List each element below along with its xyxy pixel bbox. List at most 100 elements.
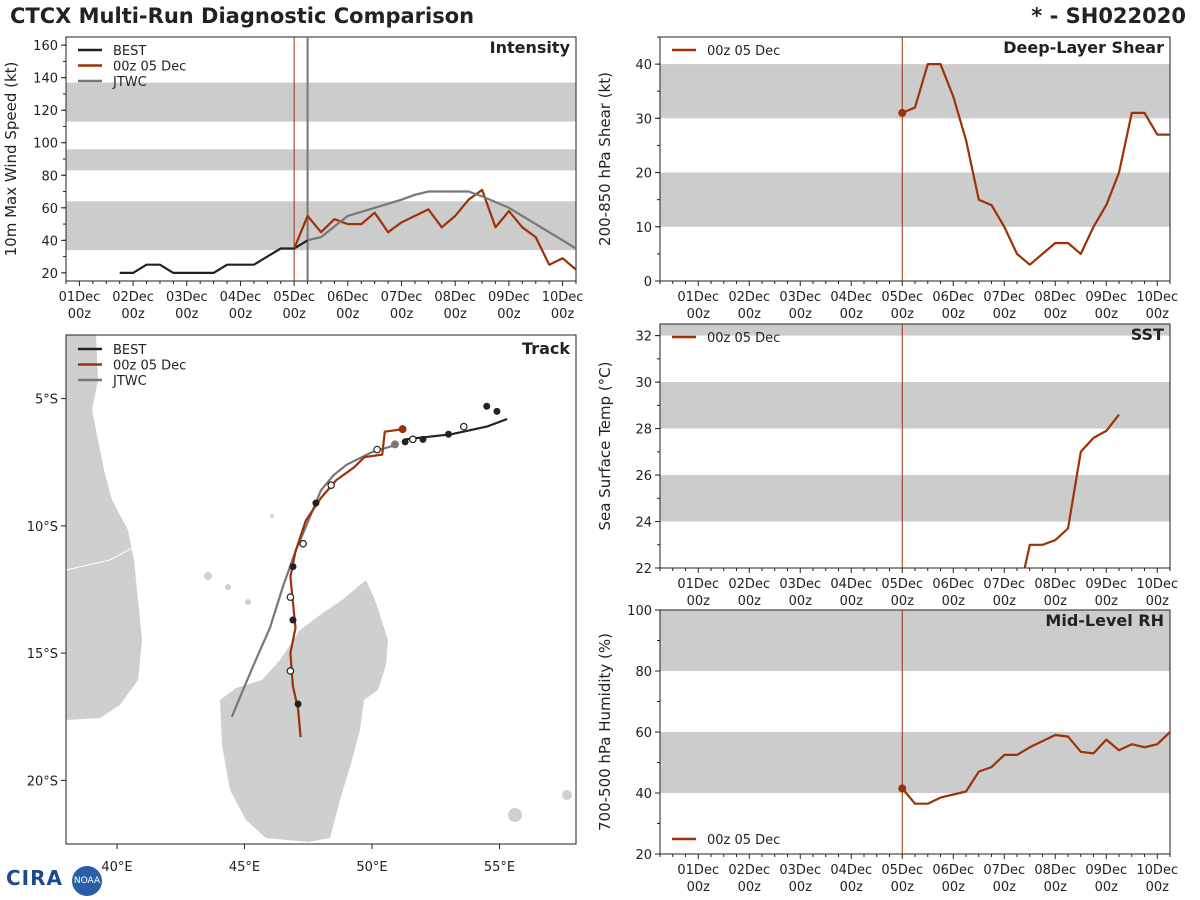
rh-xtick-label: 05Dec xyxy=(881,863,923,878)
island xyxy=(225,584,231,590)
africa-land xyxy=(66,335,142,720)
sst-xtick-hour: 00z xyxy=(1146,594,1170,609)
shear-ytick-label: 30 xyxy=(635,112,652,127)
shear-xtick-hour: 00z xyxy=(789,307,813,322)
track-panel: 40°E 45°E 50°E 55°E 5°S 10°S 15°S 20°S Track BEST… xyxy=(27,334,577,875)
rh-xtick-hour: 00z xyxy=(738,880,762,895)
island xyxy=(508,808,522,822)
rh-xtick-label: 06Dec xyxy=(932,863,974,878)
intensity-xtick-hour: 00z xyxy=(282,307,306,322)
sst-xtick-hour: 00z xyxy=(687,594,711,609)
shear-band xyxy=(660,172,1170,227)
track-marker-jtwc xyxy=(390,440,399,449)
shear-title: Deep-Layer Shear xyxy=(1003,38,1164,57)
intensity-xtick-hour: 00z xyxy=(68,307,92,322)
track-legend-label: JTWC xyxy=(112,374,147,389)
intensity-xtick-hour: 00z xyxy=(336,307,360,322)
shear-xtick-hour: 00z xyxy=(1044,307,1068,322)
shear-start-marker xyxy=(898,108,907,117)
intensity-xtick-label: 10Dec xyxy=(542,290,584,305)
rh-ytick-label: 80 xyxy=(635,665,652,680)
track-lines xyxy=(230,402,508,738)
rh-xtick-hour: 00z xyxy=(1146,880,1170,895)
sst-series-00z-05-dec xyxy=(1023,413,1120,568)
track-title: Track xyxy=(522,339,570,358)
track-marker-filled xyxy=(294,700,302,708)
track-ytick-label: 10°S xyxy=(27,520,58,535)
track-legend-label: 00z 05 Dec xyxy=(113,359,186,374)
sst-frame xyxy=(659,323,1171,569)
intensity-xtick-hour: 00z xyxy=(444,307,468,322)
sst-ytick-label: 24 xyxy=(635,516,652,531)
track-xtick-label: 40°E xyxy=(101,860,132,875)
track-marker-open xyxy=(299,539,307,548)
sst-band xyxy=(660,324,1170,336)
intensity-legend-label: JTWC xyxy=(112,75,147,90)
sst-xtick-hour: 00z xyxy=(993,594,1017,609)
track-xtick-label: 55°E xyxy=(484,860,515,875)
sst-xtick-label: 06Dec xyxy=(932,577,974,592)
sst-title: SST xyxy=(1131,325,1164,344)
rh-legend-label: 00z 05 Dec xyxy=(707,833,780,848)
shear-xtick-hour: 00z xyxy=(942,307,966,322)
intensity-ytick-label: 160 xyxy=(33,39,58,54)
intensity-legend-label: BEST xyxy=(113,44,146,59)
track-legend-label: BEST xyxy=(113,343,146,358)
shear-xtick-label: 05Dec xyxy=(881,290,923,305)
intensity-xtick-hour: 00z xyxy=(551,307,575,322)
sst-xtick-label: 09Dec xyxy=(1085,577,1127,592)
sst-xtick-label: 02Dec xyxy=(728,577,770,592)
rh-band xyxy=(660,732,1170,793)
track-best xyxy=(404,417,508,441)
rh-xtick-hour: 00z xyxy=(1095,880,1119,895)
intensity-xtick-label: 07Dec xyxy=(381,290,423,305)
intensity-legend-label: 00z 05 Dec xyxy=(113,60,186,75)
intensity-xtick-label: 06Dec xyxy=(327,290,369,305)
shear-xtick-hour: 00z xyxy=(1146,307,1170,322)
sst-plot-area xyxy=(1023,413,1120,568)
sst-ytick-label: 32 xyxy=(635,330,652,345)
intensity-xtick-hour: 00z xyxy=(229,307,253,322)
shear-band xyxy=(660,64,1170,119)
sst-ytick-label: 28 xyxy=(635,423,652,438)
rh-ytick-label: 40 xyxy=(635,787,652,802)
rh-ytick-label: 60 xyxy=(635,726,652,741)
intensity-ytick-label: 140 xyxy=(33,72,58,87)
shear-xtick-label: 06Dec xyxy=(932,290,974,305)
sst-xtick-label: 05Dec xyxy=(881,577,923,592)
rh-xtick-hour: 00z xyxy=(891,880,915,895)
intensity-panel: 20 40 60 80 100 120 140 160 01Dec 00z 02Dec 00z 03De… xyxy=(2,36,584,322)
sst-xtick-hour: 00z xyxy=(738,594,762,609)
sst-ytick-label: 30 xyxy=(635,376,652,391)
shear-xtick-hour: 00z xyxy=(993,307,1017,322)
intensity-xtick-hour: 00z xyxy=(175,307,199,322)
cira-logo: CIRA xyxy=(6,866,63,890)
shear-xtick-label: 03Dec xyxy=(779,290,821,305)
sst-xtick-label: 04Dec xyxy=(830,577,872,592)
shear-xtick-label: 04Dec xyxy=(830,290,872,305)
intensity-series-jtwc xyxy=(307,190,576,250)
shear-xtick-label: 09Dec xyxy=(1085,290,1127,305)
rh-xtick-hour: 00z xyxy=(1044,880,1068,895)
shear-xtick-label: 10Dec xyxy=(1136,290,1178,305)
intensity-xtick-label: 05Dec xyxy=(273,290,315,305)
intensity-title: Intensity xyxy=(490,38,571,57)
storm-id: * - SH022020 xyxy=(1031,4,1186,28)
intensity-band xyxy=(66,201,576,251)
track-marker-filled xyxy=(493,407,501,415)
track-marker-filled xyxy=(289,616,297,624)
intensity-ytick-label: 80 xyxy=(41,169,58,184)
sst-xtick-label: 10Dec xyxy=(1136,577,1178,592)
sst-xtick-hour: 00z xyxy=(891,594,915,609)
intensity-band xyxy=(66,82,576,122)
rh-ylabel: 700-500 hPa Humidity (%) xyxy=(596,633,614,831)
intensity-xtick-hour: 00z xyxy=(497,307,521,322)
track-ytick-label: 20°S xyxy=(27,774,58,789)
track-marker-open xyxy=(373,445,381,454)
intensity-ytick-label: 40 xyxy=(41,234,58,249)
sst-ylabel: Sea Surface Temp (°C) xyxy=(596,361,614,530)
rh-xtick-label: 09Dec xyxy=(1085,863,1127,878)
sst-ytick-label: 26 xyxy=(635,469,652,484)
sst-legend-label: 00z 05 Dec xyxy=(707,331,780,346)
